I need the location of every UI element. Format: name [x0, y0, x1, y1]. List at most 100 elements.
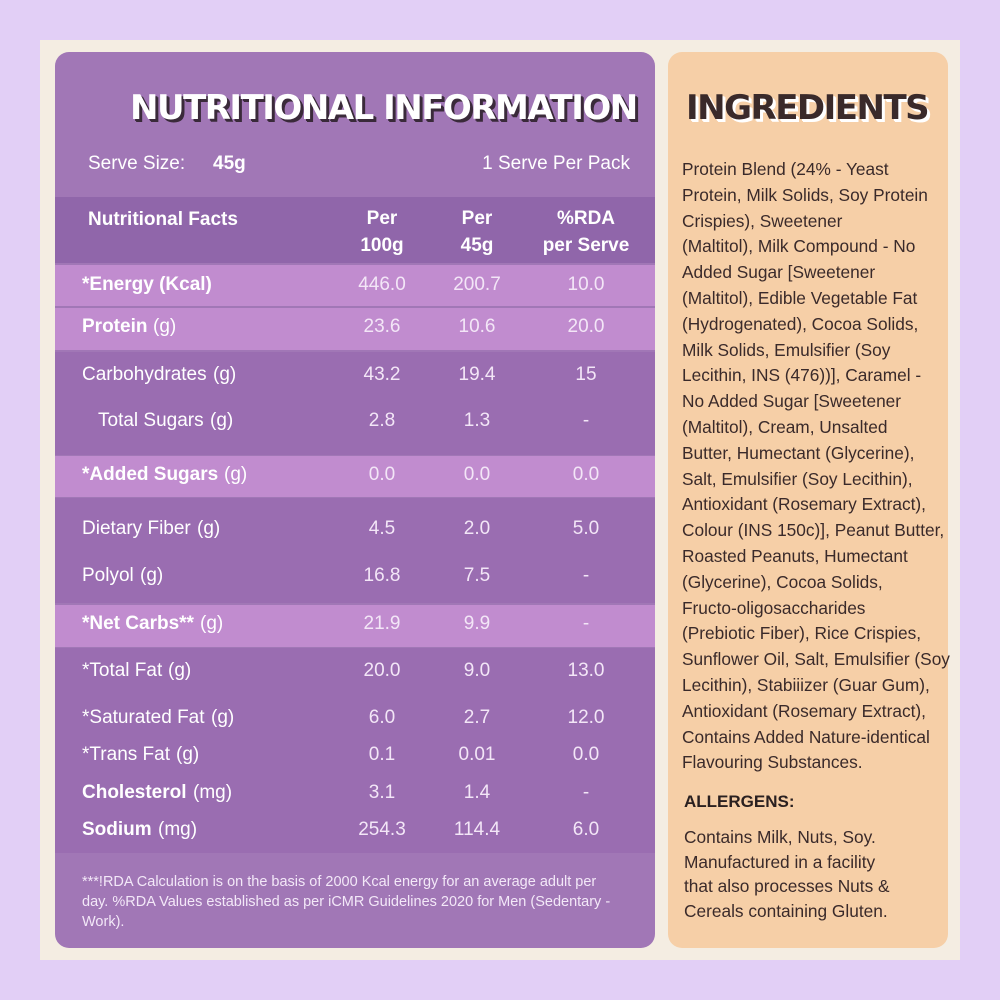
row-value: 20.0 [567, 316, 605, 337]
ingredient-line: No Added Sugar [Sweetener [682, 391, 902, 412]
ingredient-line: Butter, Humectant (Glycerine), [682, 442, 915, 463]
row-name: Cholesterol [82, 782, 187, 803]
ingredient-line: Added Sugar [Sweetener [682, 262, 876, 283]
row-unit: (g) [176, 744, 200, 765]
row-highlight [55, 456, 655, 497]
ingredient-line: Crispies), Sweetener [682, 210, 843, 231]
ingredient-line: Protein, Milk Solids, Soy Protein [682, 184, 928, 205]
ingredient-line: Flavouring Substances. [682, 752, 863, 773]
ingredient-line: Milk Solids, Emulsifier (Soy [682, 339, 891, 360]
row-unit: (mg) [193, 782, 233, 803]
serve-size-label: Serve Size: [88, 153, 186, 174]
ingredient-line: Sunflower Oil, Salt, Emulsifier (Soy [682, 649, 950, 670]
ingredient-line: (Maltitol), Cream, Unsalted [682, 417, 888, 437]
row-name: *Energy (Kcal) [82, 274, 212, 295]
row-name: *Saturated Fat [82, 707, 205, 728]
row-value: 1.3 [463, 410, 491, 431]
header-cell: Per 45g [460, 208, 494, 256]
row-unit: (g) [210, 410, 234, 431]
allergen-line: Cereals containing Gluten. [684, 900, 888, 921]
row-name: Sodium [82, 819, 152, 840]
ingredient-line: Antioxidant (Rosemary Extract), [682, 494, 926, 515]
row-value: 10.0 [567, 274, 605, 295]
row-name: *Total Fat [82, 660, 163, 681]
row-group [55, 498, 655, 603]
footnote: ***!RDA Calculation is on the basis of 2… [82, 874, 611, 930]
header-cell: Nutritional Facts [88, 209, 238, 230]
row-value: 16.8 [363, 565, 401, 586]
row-value: 12.0 [567, 707, 605, 728]
row-value: 0.1 [368, 744, 396, 765]
row-value: 10.6 [458, 316, 496, 337]
row-value: 0.0 [368, 464, 396, 485]
row-value: - [582, 613, 590, 634]
ingredient-line: (Maltitol), Edible Vegetable Fat [682, 288, 918, 308]
row-value: 6.0 [368, 707, 396, 728]
ingredient-line: Roasted Peanuts, Humectant [682, 546, 908, 566]
row-value: 1.4 [463, 782, 491, 803]
row-unit: (mg) [158, 819, 198, 840]
ingredients-title: INGREDIENTS [686, 88, 930, 128]
row-value: 15 [575, 364, 597, 385]
row-unit: (g) [140, 565, 164, 586]
row-value: - [582, 410, 590, 431]
row-name: Total Sugars [98, 410, 204, 431]
header-cell: %RDA per Serve [542, 208, 630, 256]
row-unit: (g) [224, 464, 248, 485]
row-highlight [55, 308, 655, 350]
ingredient-line: (Maltitol), Milk Compound - No [682, 236, 916, 257]
row-value: - [582, 782, 590, 803]
row-value: 2.7 [463, 707, 491, 728]
row-value: 254.3 [358, 819, 406, 840]
row-name: *Added Sugars [82, 464, 219, 485]
row-value: 13.0 [567, 660, 605, 681]
row-unit: (g) [197, 518, 221, 539]
row-value: 2.8 [368, 410, 396, 431]
row-name: Carbohydrates [82, 364, 207, 385]
row-value: 21.9 [363, 613, 401, 634]
row-value: - [582, 565, 590, 586]
row-group [55, 648, 655, 853]
row-value: 3.1 [368, 782, 396, 803]
ingredient-line: Antioxidant (Rosemary Extract), [682, 700, 926, 721]
ingredient-line: Lecithin, INS (476))], Caramel - [682, 365, 922, 386]
ingredients-card [668, 52, 948, 948]
row-unit: (g) [200, 613, 224, 634]
row-group [55, 352, 655, 455]
row-value: 0.0 [463, 464, 491, 485]
row-value: 43.2 [363, 364, 401, 385]
allergen-line: Manufactured in a facility [684, 851, 876, 872]
ingredient-line: Colour (INS 150c)], Peanut Butter, [682, 520, 945, 541]
row-name: *Net Carbs** [82, 613, 194, 634]
nutrition-card [55, 52, 655, 948]
row-value: 9.0 [463, 660, 491, 681]
row-value: 5.0 [572, 518, 600, 539]
serves: 1 Serve Per Pack [482, 153, 630, 174]
row-value: 19.4 [458, 364, 496, 385]
row-value: 7.5 [463, 565, 491, 586]
ingredient-line: Fructo-oligosaccharides [682, 597, 866, 618]
row-unit: (g) [168, 660, 192, 681]
row-highlight [55, 605, 655, 647]
ingredient-line: Lecithin), Stabiiizer (Guar Gum), [682, 675, 930, 695]
ingredient-line: Contains Added Nature-identical [682, 726, 930, 747]
row-highlight [55, 265, 655, 306]
row-value: 0.0 [572, 464, 600, 485]
row-name: *Trans Fat [82, 744, 170, 765]
row-unit: (g) [213, 364, 237, 385]
allergens-title: ALLERGENS: [684, 792, 795, 811]
row-value: 4.5 [368, 518, 396, 539]
row-value: 114.4 [453, 819, 501, 840]
row-unit: (g) [211, 707, 235, 728]
ingredient-line: (Hydrogenated), Cocoa Solids, [682, 313, 919, 334]
ingredient-line: Protein Blend (24% - Yeast [682, 159, 889, 179]
header-cell: Per 100g [360, 208, 404, 256]
row-value: 446.0 [358, 274, 406, 295]
row-unit: (g) [153, 316, 177, 337]
allergen-line: that also processes Nuts & [684, 876, 890, 897]
row-value: 20.0 [363, 660, 401, 681]
row-value: 2.0 [463, 518, 491, 539]
row-name: Dietary Fiber [82, 518, 191, 539]
row-value: 9.9 [463, 613, 491, 634]
